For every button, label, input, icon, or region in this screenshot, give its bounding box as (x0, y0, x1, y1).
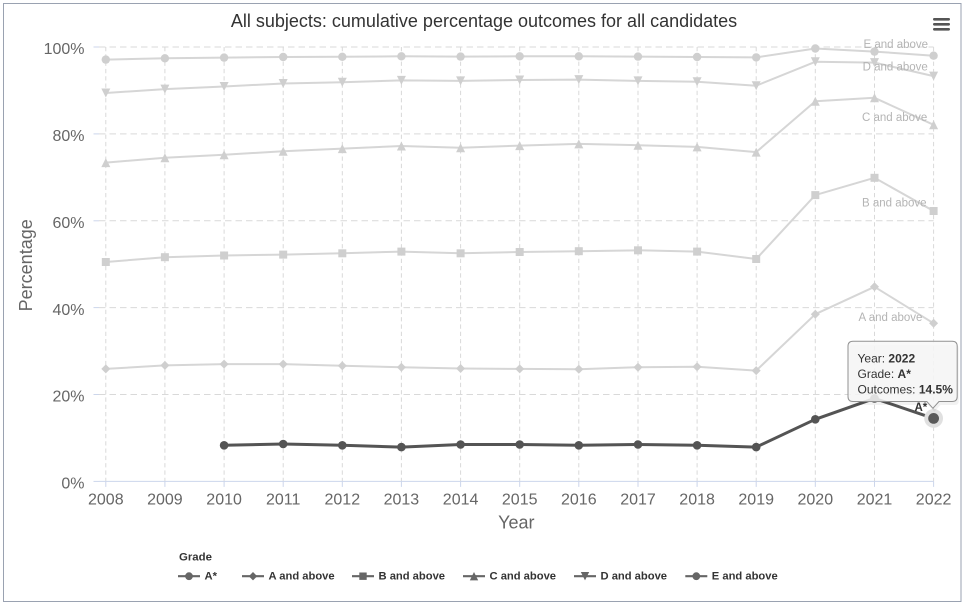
svg-text:2014: 2014 (443, 491, 479, 508)
svg-text:Grade: Grade (179, 552, 212, 564)
svg-text:Percentage: Percentage (16, 219, 36, 311)
svg-text:2012: 2012 (325, 491, 361, 508)
svg-text:A and above: A and above (859, 312, 923, 324)
svg-text:2015: 2015 (502, 491, 538, 508)
svg-text:2020: 2020 (798, 491, 834, 508)
svg-text:2021: 2021 (857, 491, 893, 508)
svg-text:2009: 2009 (147, 491, 183, 508)
svg-text:80%: 80% (52, 128, 84, 145)
svg-text:E and above: E and above (864, 39, 929, 51)
svg-text:20%: 20% (52, 389, 84, 406)
svg-text:E and above: E and above (712, 571, 778, 583)
svg-text:A*: A* (915, 402, 928, 414)
svg-text:2018: 2018 (679, 491, 715, 508)
svg-text:All subjects: cumulative perce: All subjects: cumulative percentage outc… (231, 11, 737, 31)
svg-text:D and above: D and above (863, 62, 928, 74)
svg-text:2016: 2016 (561, 491, 597, 508)
svg-text:A and above: A and above (269, 571, 335, 583)
svg-text:Outcomes: 14.5%: Outcomes: 14.5% (858, 382, 954, 396)
svg-text:0%: 0% (61, 476, 84, 493)
svg-text:B and above: B and above (862, 198, 927, 210)
svg-text:2022: 2022 (916, 491, 952, 508)
svg-text:2013: 2013 (384, 491, 420, 508)
svg-text:2011: 2011 (266, 491, 301, 508)
svg-text:100%: 100% (44, 41, 85, 58)
svg-text:60%: 60% (52, 215, 84, 232)
svg-text:Year: 2022: Year: 2022 (858, 352, 916, 366)
svg-text:2010: 2010 (206, 491, 242, 508)
svg-text:D and above: D and above (601, 571, 668, 583)
svg-text:40%: 40% (52, 302, 84, 319)
svg-text:2008: 2008 (88, 491, 124, 508)
svg-text:Year: Year (498, 513, 534, 533)
svg-text:C and above: C and above (862, 112, 927, 124)
svg-text:C and above: C and above (490, 571, 557, 583)
svg-text:A*: A* (205, 571, 218, 583)
svg-text:Grade: A*: Grade: A* (858, 367, 912, 381)
svg-text:B and above: B and above (379, 571, 446, 583)
svg-text:2019: 2019 (738, 491, 774, 508)
svg-text:2017: 2017 (620, 491, 656, 508)
